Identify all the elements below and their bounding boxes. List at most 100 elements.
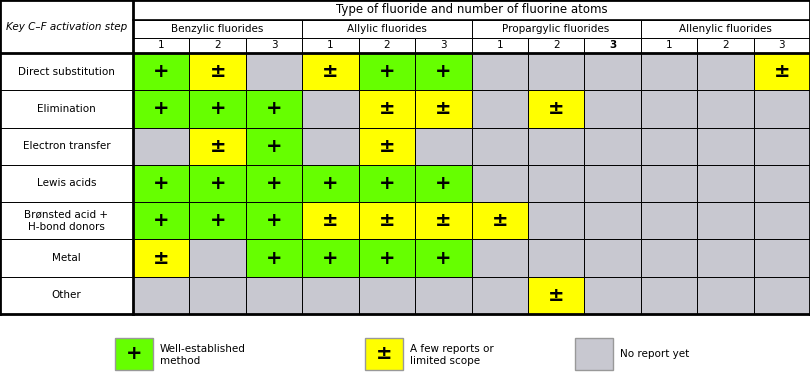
Bar	[190, 239, 245, 277]
Text: Direct substitution: Direct substitution	[18, 67, 115, 77]
Text: 2: 2	[384, 41, 390, 51]
Text: Benzylic fluorides: Benzylic fluorides	[172, 24, 264, 34]
Text: 3: 3	[440, 41, 446, 51]
Text: +: +	[435, 174, 451, 193]
Bar	[133, 277, 190, 314]
Bar	[133, 90, 190, 127]
Text: ±: ±	[548, 100, 565, 119]
Bar	[415, 277, 471, 314]
Bar	[641, 165, 697, 202]
Text: ±: ±	[492, 211, 508, 230]
Text: ±: ±	[378, 137, 395, 156]
Bar	[190, 38, 245, 53]
Text: +: +	[153, 62, 169, 81]
Bar	[133, 38, 190, 53]
Bar	[528, 90, 584, 127]
Text: Metal: Metal	[52, 253, 81, 263]
Bar	[697, 38, 753, 53]
Bar	[0, 0, 133, 53]
Text: ±: ±	[548, 286, 565, 305]
Bar	[641, 277, 697, 314]
Bar	[365, 338, 403, 370]
Bar	[245, 277, 302, 314]
Bar	[471, 90, 528, 127]
Bar	[133, 53, 190, 90]
Text: ±: ±	[435, 211, 451, 230]
Bar	[245, 239, 302, 277]
Text: 3: 3	[778, 41, 785, 51]
Bar	[528, 239, 584, 277]
Bar	[0, 202, 133, 239]
Text: ±: ±	[376, 344, 392, 363]
Bar	[753, 239, 810, 277]
Bar	[584, 239, 641, 277]
Text: 3: 3	[609, 41, 616, 51]
Text: 2: 2	[215, 41, 221, 51]
Bar	[528, 127, 584, 165]
Bar	[528, 165, 584, 202]
Bar	[528, 277, 584, 314]
Bar	[753, 202, 810, 239]
Text: ±: ±	[209, 62, 226, 81]
Bar	[245, 53, 302, 90]
Bar	[302, 239, 359, 277]
Bar	[415, 53, 471, 90]
Bar	[641, 38, 697, 53]
Text: +: +	[266, 100, 283, 119]
Text: ±: ±	[153, 249, 169, 267]
Bar	[697, 277, 753, 314]
Bar	[190, 165, 245, 202]
Bar	[133, 127, 190, 165]
Text: ±: ±	[322, 211, 339, 230]
Text: +: +	[378, 62, 395, 81]
Bar	[528, 53, 584, 90]
Bar	[0, 0, 810, 314]
Bar	[0, 90, 133, 127]
Text: +: +	[126, 344, 143, 363]
Bar	[471, 165, 528, 202]
Bar	[190, 202, 245, 239]
Bar	[359, 127, 415, 165]
Bar	[641, 90, 697, 127]
Bar	[415, 90, 471, 127]
Bar	[302, 165, 359, 202]
Bar	[471, 127, 528, 165]
Text: Elimination: Elimination	[37, 104, 96, 114]
Text: 1: 1	[158, 41, 164, 51]
Bar	[245, 165, 302, 202]
Text: 1: 1	[666, 41, 672, 51]
Bar	[641, 53, 697, 90]
Bar	[0, 277, 133, 314]
Bar	[245, 202, 302, 239]
Text: 3: 3	[271, 41, 277, 51]
Text: ±: ±	[435, 100, 451, 119]
Bar	[190, 53, 245, 90]
Text: No report yet: No report yet	[620, 349, 689, 359]
Bar	[584, 53, 641, 90]
Text: 1: 1	[497, 41, 503, 51]
Text: +: +	[266, 211, 283, 230]
Bar	[133, 202, 190, 239]
Bar	[302, 53, 359, 90]
Text: +: +	[266, 249, 283, 267]
Bar	[415, 165, 471, 202]
Bar	[584, 90, 641, 127]
Bar	[0, 53, 133, 90]
Bar	[471, 239, 528, 277]
Text: ±: ±	[378, 100, 395, 119]
Bar	[697, 127, 753, 165]
Bar	[697, 239, 753, 277]
Bar	[133, 0, 810, 20]
Text: Type of fluoride and number of fluorine atoms: Type of fluoride and number of fluorine …	[335, 3, 608, 17]
Text: 2: 2	[722, 41, 729, 51]
Bar	[359, 202, 415, 239]
Bar	[584, 277, 641, 314]
Bar	[641, 239, 697, 277]
Bar	[753, 53, 810, 90]
Bar	[753, 165, 810, 202]
Text: Lewis acids: Lewis acids	[36, 178, 96, 188]
Text: 1: 1	[327, 41, 334, 51]
Text: +: +	[153, 100, 169, 119]
Text: Brønsted acid +
H-bond donors: Brønsted acid + H-bond donors	[24, 210, 109, 232]
Bar	[359, 239, 415, 277]
